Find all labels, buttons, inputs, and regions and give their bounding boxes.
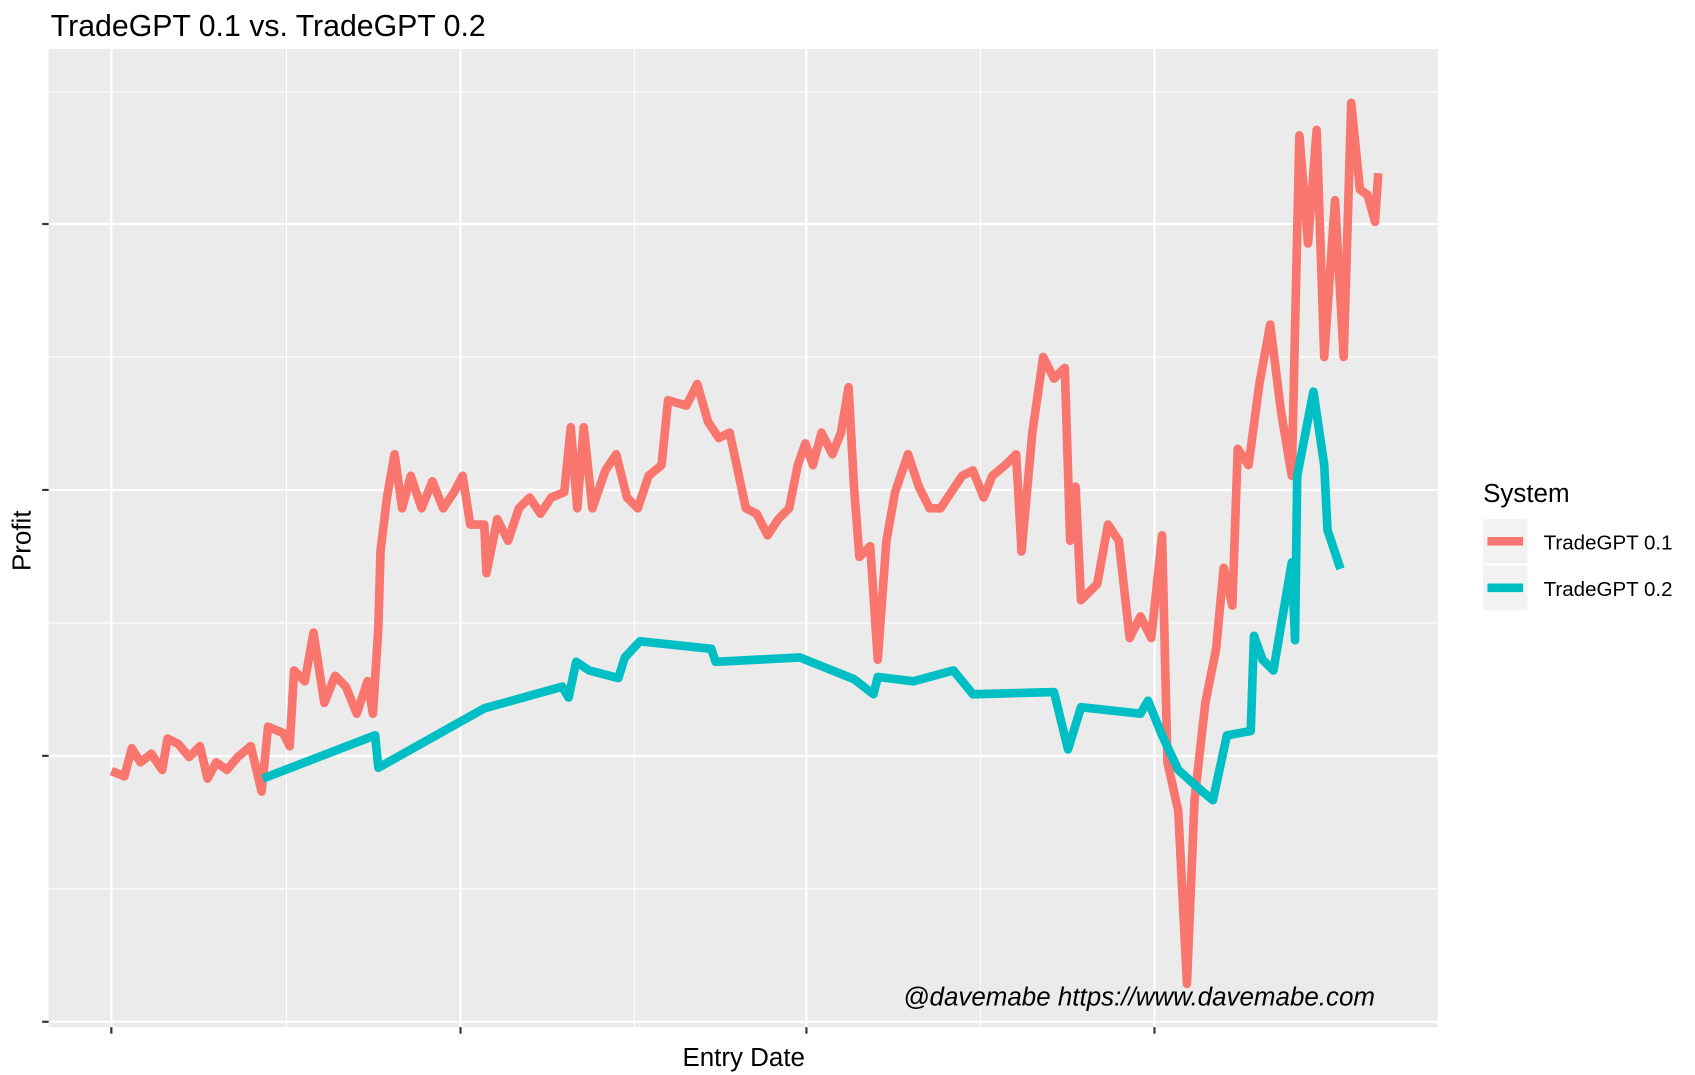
series-line: [261, 387, 1345, 805]
lines: [109, 98, 1383, 989]
grid: [48, 48, 1438, 1028]
legend-label: TradeGPT 0.1: [1544, 531, 1673, 554]
chart-title: TradeGPT 0.1 vs. TradeGPT 0.2: [51, 10, 486, 43]
annotation: @davemabe https://www.davemabe.com: [903, 984, 1375, 1012]
x-axis-label: Entry Date: [682, 1044, 805, 1072]
legend-title: System: [1483, 480, 1569, 508]
panel: [48, 48, 1438, 1028]
legend: TradeGPT 0.1 TradeGPT 0.2: [1483, 519, 1673, 610]
legend-label: TradeGPT 0.2: [1544, 578, 1673, 601]
y-axis-label: Profit: [8, 510, 36, 571]
series-line: [109, 98, 1383, 989]
